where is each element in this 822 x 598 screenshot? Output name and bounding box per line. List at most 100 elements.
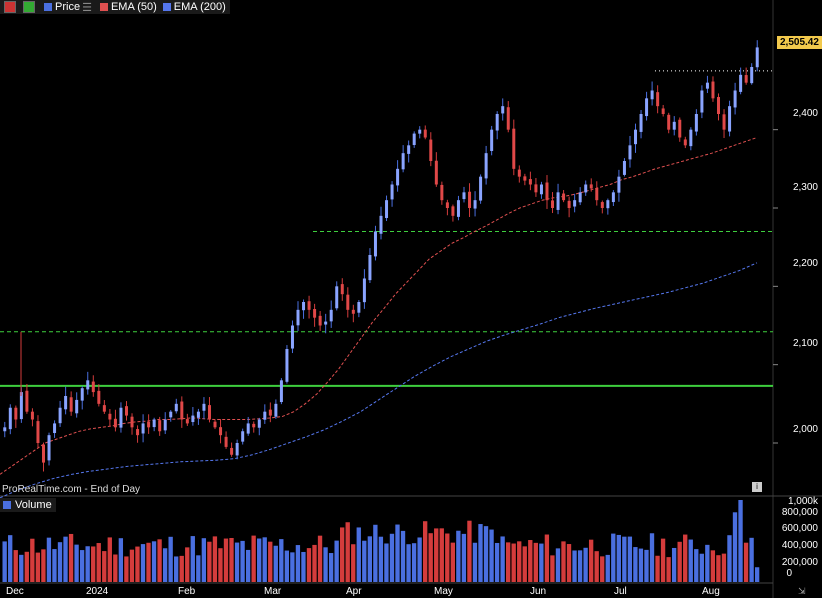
candle-body: [152, 419, 156, 428]
x-tick-label: Feb: [178, 586, 196, 597]
volume-bar: [577, 550, 583, 582]
candle-body: [91, 381, 95, 393]
x-tick-label: Aug: [702, 586, 720, 597]
candle-body: [567, 200, 571, 208]
volume-bar: [57, 542, 63, 582]
candle-body: [263, 411, 267, 420]
candle-body: [434, 160, 438, 185]
volume-label[interactable]: Volume: [15, 499, 52, 511]
ema50-label[interactable]: EMA (50): [110, 1, 157, 13]
volume-bar: [611, 533, 616, 582]
volume-bar: [356, 527, 361, 582]
candle-body: [169, 411, 173, 418]
volume-tick-label: 400,000: [781, 540, 818, 551]
volume-bar: [135, 546, 140, 582]
volume-bar: [251, 535, 256, 582]
candle-body: [650, 90, 654, 100]
volume-bar: [572, 550, 577, 582]
volume-bar: [162, 548, 168, 582]
volume-bar: [683, 534, 688, 582]
volume-bar: [732, 512, 738, 582]
volume-bar: [705, 544, 710, 582]
volume-bar: [190, 536, 195, 582]
volume-bar: [716, 555, 721, 582]
volume-bar: [340, 527, 345, 582]
candle-body: [528, 179, 532, 185]
candle-body: [396, 168, 400, 186]
last-price-tag: 2,505.42: [777, 36, 822, 49]
ema50-line: [0, 137, 758, 475]
candle-body: [678, 119, 682, 138]
volume-bar: [688, 539, 693, 582]
candle-body: [600, 202, 604, 208]
volume-bar: [113, 554, 118, 582]
volume-bar: [467, 520, 472, 582]
collapse-icon[interactable]: [4, 1, 16, 13]
candle-body: [224, 436, 228, 447]
ema50-swatch: [99, 3, 108, 11]
candle-body: [130, 416, 134, 428]
price-tick-label: 2,400: [792, 108, 818, 119]
candle-body: [468, 191, 472, 208]
volume-bar: [118, 538, 124, 582]
candle-body: [495, 114, 499, 131]
price-tick-label: 2,300: [792, 182, 818, 193]
volume-bar: [754, 567, 760, 582]
volume-bar: [594, 551, 599, 582]
candle-body: [445, 202, 449, 208]
ema200-label[interactable]: EMA (200): [173, 1, 226, 13]
volume-bar: [63, 536, 68, 582]
volume-bar: [102, 551, 107, 582]
candle-body: [440, 184, 444, 201]
volume-bar: [52, 549, 57, 582]
volume-bar: [666, 557, 671, 582]
candle-body: [136, 429, 140, 436]
volume-bar: [245, 549, 251, 582]
info-icon[interactable]: i: [752, 482, 762, 492]
volume-bar: [351, 544, 356, 582]
volume-tick-label: 800,000: [781, 507, 818, 518]
candle-body: [147, 421, 151, 428]
candle-body: [379, 215, 383, 234]
ema200-line: [0, 262, 758, 499]
candle-body: [119, 407, 123, 428]
candle-body: [30, 411, 34, 420]
candle-body: [473, 200, 477, 209]
volume-bar: [273, 545, 278, 582]
candle-body: [318, 315, 322, 326]
candle-body: [589, 184, 593, 189]
resize-icon[interactable]: ⇲: [798, 586, 806, 596]
candle-body: [689, 129, 693, 147]
candle-body: [158, 420, 162, 432]
volume-bar: [710, 550, 716, 582]
candle-body: [656, 92, 660, 107]
expand-icon[interactable]: [23, 1, 35, 13]
volume-bar: [583, 547, 588, 582]
candle-body: [58, 407, 62, 424]
x-tick-label: Jun: [530, 586, 547, 597]
candle-body: [573, 200, 577, 207]
volume-bar: [533, 542, 538, 582]
candle-body: [75, 399, 79, 414]
watermark: ProRealTime.com - End of Day: [2, 484, 141, 495]
volume-bar: [649, 533, 655, 582]
candle-body: [346, 294, 350, 310]
volume-bar: [201, 538, 207, 582]
candle-body: [14, 407, 18, 420]
candle-body: [595, 188, 599, 201]
volume-bar: [411, 543, 417, 582]
candle-body: [728, 106, 732, 132]
volume-bar: [174, 556, 179, 582]
menu-icon[interactable]: ☰: [82, 1, 92, 14]
volume-bar: [395, 524, 400, 582]
volume-bar: [522, 546, 527, 582]
volume-bar: [35, 552, 41, 582]
chart-header: Price ☰ EMA (50) EMA (200): [0, 0, 230, 14]
candle-body: [213, 421, 217, 428]
volume-bar: [550, 555, 555, 582]
volume-bar: [555, 548, 561, 582]
candle-body: [501, 106, 505, 114]
candle-body: [246, 423, 250, 434]
volume-bar: [588, 539, 594, 582]
price-label[interactable]: Price: [55, 1, 81, 13]
